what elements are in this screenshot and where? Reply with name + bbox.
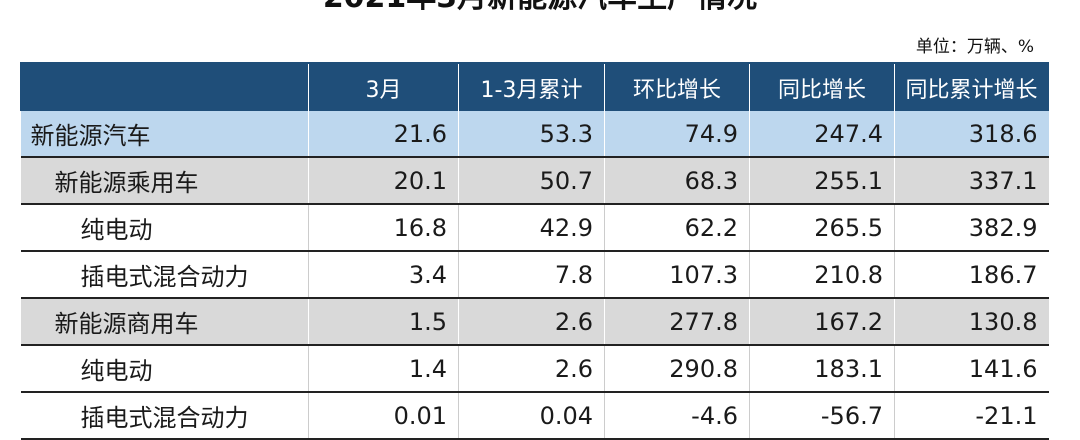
cell-yoy-growth: -56.7 <box>749 392 895 440</box>
cell-month: 16.8 <box>308 204 459 252</box>
table-row: 新能源乘用车 20.1 50.7 68.3 255.1 337.1 <box>20 157 1049 205</box>
production-table: 3月 1-3月累计 环比增长 同比增长 同比累计增长 新能源汽车 21.6 53.3… <box>20 62 1049 440</box>
cell-month: 20.1 <box>308 157 459 205</box>
cell-cumulative: 50.7 <box>458 157 605 205</box>
cell-mom-growth: 62.2 <box>604 204 750 252</box>
cell-mom-growth: 68.3 <box>604 157 750 205</box>
table-row: 纯电动 16.8 42.9 62.2 265.5 382.9 <box>20 204 1049 252</box>
table-row: 插电式混合动力 3.4 7.8 107.3 210.8 186.7 <box>20 251 1049 299</box>
cell-cumulative: 0.04 <box>458 392 605 440</box>
table-header-row: 3月 1-3月累计 环比增长 同比增长 同比累计增长 <box>20 62 1049 111</box>
header-cell-mom-growth: 环比增长 <box>604 62 750 111</box>
cell-cumulative: 7.8 <box>458 251 605 299</box>
cell-month: 0.01 <box>308 392 459 440</box>
cell-mom-growth: 107.3 <box>604 251 750 299</box>
table-row: 新能源汽车 21.6 53.3 74.9 247.4 318.6 <box>20 111 1049 158</box>
cell-cumulative: 2.6 <box>458 298 605 346</box>
row-label: 纯电动 <box>20 345 309 393</box>
cell-yoy-cumulative-growth: -21.1 <box>894 392 1049 440</box>
cell-yoy-cumulative-growth: 186.7 <box>894 251 1049 299</box>
header-cell-cumulative: 1-3月累计 <box>458 62 605 111</box>
page-title: 2021年3月新能源汽车生产情况 <box>0 0 1080 18</box>
cell-month: 21.6 <box>308 111 459 158</box>
cell-mom-growth: 74.9 <box>604 111 750 158</box>
row-label: 插电式混合动力 <box>20 251 309 299</box>
table-row: 插电式混合动力 0.01 0.04 -4.6 -56.7 -21.1 <box>20 392 1049 440</box>
cell-mom-growth: 277.8 <box>604 298 750 346</box>
row-label: 新能源乘用车 <box>20 157 309 205</box>
header-cell-category <box>20 62 309 111</box>
cell-month: 3.4 <box>308 251 459 299</box>
cell-yoy-cumulative-growth: 382.9 <box>894 204 1049 252</box>
row-label: 插电式混合动力 <box>20 392 309 440</box>
cell-month: 1.4 <box>308 345 459 393</box>
row-label: 新能源商用车 <box>20 298 309 346</box>
cell-yoy-growth: 255.1 <box>749 157 895 205</box>
cell-yoy-cumulative-growth: 337.1 <box>894 157 1049 205</box>
header-cell-yoy-growth: 同比增长 <box>749 62 895 111</box>
row-label: 纯电动 <box>20 204 309 252</box>
header-cell-yoy-cumulative-growth: 同比累计增长 <box>894 62 1049 111</box>
cell-month: 1.5 <box>308 298 459 346</box>
cell-yoy-cumulative-growth: 318.6 <box>894 111 1049 158</box>
cell-yoy-growth: 247.4 <box>749 111 895 158</box>
cell-cumulative: 53.3 <box>458 111 605 158</box>
cell-cumulative: 2.6 <box>458 345 605 393</box>
cell-mom-growth: 290.8 <box>604 345 750 393</box>
table-row: 纯电动 1.4 2.6 290.8 183.1 141.6 <box>20 345 1049 393</box>
unit-label: 单位：万辆、% <box>915 37 1034 57</box>
row-label: 新能源汽车 <box>20 111 309 158</box>
cell-yoy-growth: 167.2 <box>749 298 895 346</box>
header-cell-month: 3月 <box>308 62 459 111</box>
cell-yoy-growth: 210.8 <box>749 251 895 299</box>
cell-yoy-cumulative-growth: 141.6 <box>894 345 1049 393</box>
cell-yoy-growth: 265.5 <box>749 204 895 252</box>
table-row: 新能源商用车 1.5 2.6 277.8 167.2 130.8 <box>20 298 1049 346</box>
cell-yoy-cumulative-growth: 130.8 <box>894 298 1049 346</box>
cell-mom-growth: -4.6 <box>604 392 750 440</box>
cell-cumulative: 42.9 <box>458 204 605 252</box>
cell-yoy-growth: 183.1 <box>749 345 895 393</box>
